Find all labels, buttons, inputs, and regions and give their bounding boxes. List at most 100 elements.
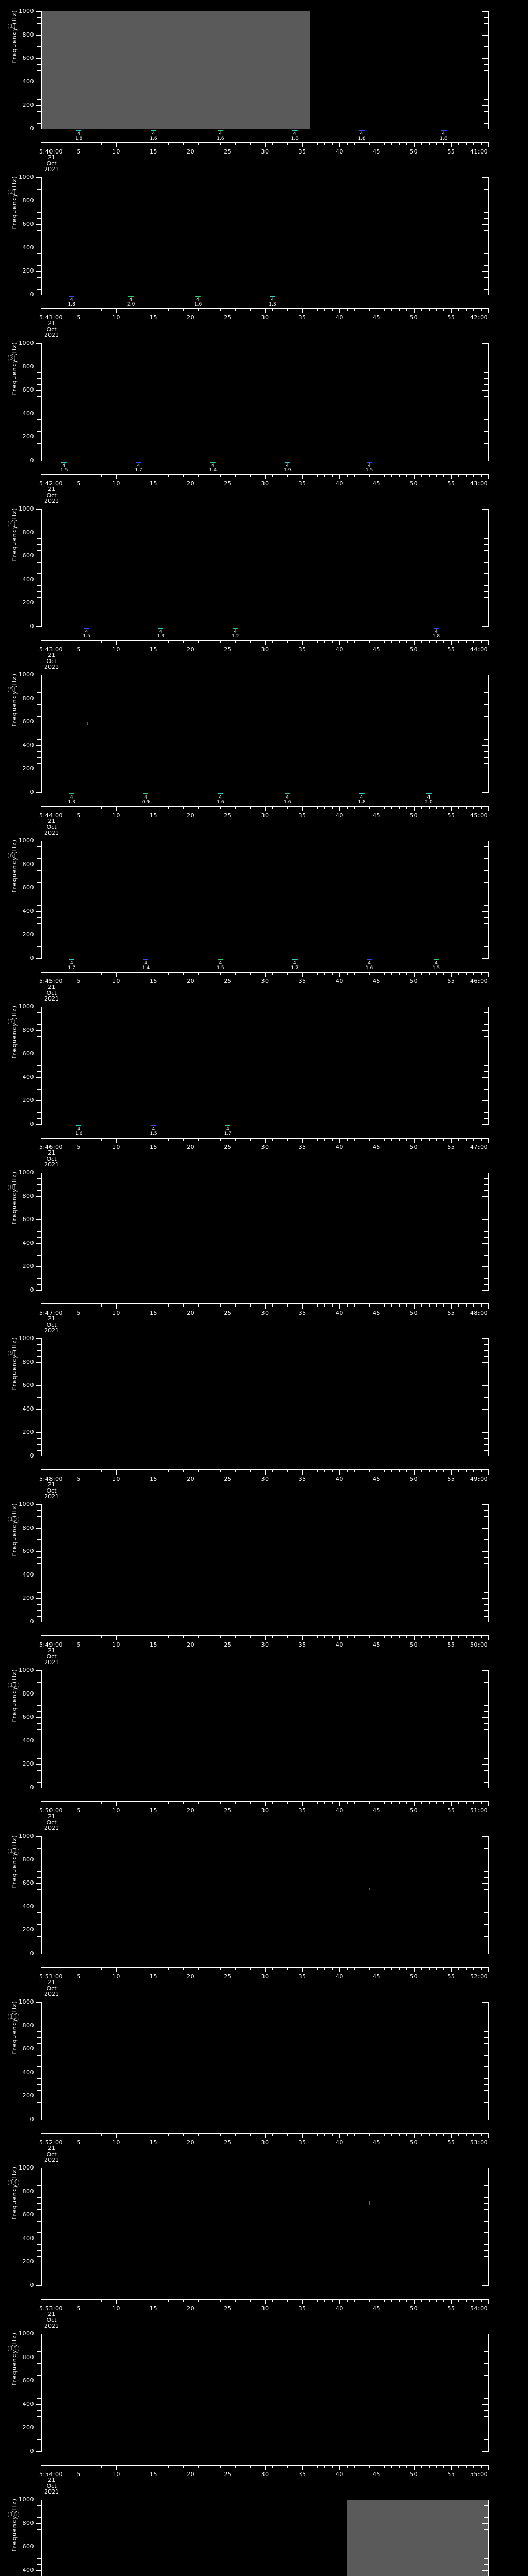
x-tick (391, 2299, 392, 2302)
x-tick (421, 474, 422, 477)
y-tick-label: 600 (22, 2543, 34, 2550)
x-tick (466, 474, 467, 477)
y-tick (37, 1705, 42, 1706)
x-tick (101, 1303, 102, 1307)
axis-date-label: 21 Oct 2021 (44, 818, 59, 836)
x-tick (458, 1967, 459, 1970)
x-tick-label: 55 (447, 1807, 455, 1814)
x-tick (466, 2299, 467, 2302)
x-tick (250, 1303, 251, 1307)
x-tick (473, 1635, 474, 1638)
y-tick-right (484, 1770, 488, 1771)
x-tick (332, 142, 333, 145)
x-tick (332, 2299, 333, 2302)
x-tick-label-start: 5:52:00 (39, 2139, 63, 2146)
x-tick (428, 1138, 430, 1141)
x-tick (414, 308, 415, 313)
x-tick (49, 1967, 50, 1970)
x-tick-label: 50 (410, 2139, 418, 2146)
y-tick (36, 1764, 42, 1765)
x-tick-label: 40 (335, 1476, 343, 1482)
x-tick-label-start: 5:47:00 (39, 1310, 63, 1316)
y-tick-label: 1000 (19, 8, 34, 14)
y-tick-right (484, 905, 488, 906)
y-tick (37, 218, 42, 219)
x-tick (443, 1635, 444, 1638)
x-tick (220, 1303, 221, 1307)
x-tick (414, 2465, 415, 2470)
x-tick (473, 1138, 474, 1141)
y-tick-label: 800 (22, 31, 34, 38)
x-tick-label: 45 (373, 812, 381, 819)
signal-blip (369, 1888, 371, 1890)
x-tick (436, 2133, 437, 2136)
x-tick (235, 1303, 236, 1307)
x-tick (116, 1138, 117, 1143)
x-tick (354, 1469, 355, 1472)
event-count: 4 (219, 131, 222, 137)
y-tick (37, 2037, 42, 2038)
x-tick (488, 972, 489, 977)
y-tick (36, 1290, 42, 1291)
x-tick (317, 972, 318, 975)
x-tick (220, 1469, 221, 1472)
event-magnitude: 1.7 (68, 965, 75, 971)
y-tick-label: 1000 (19, 1501, 34, 1507)
event-magnitude: 1.3 (157, 634, 165, 639)
x-tick-label: 15 (150, 646, 157, 653)
x-tick (235, 972, 236, 975)
x-tick (265, 806, 266, 811)
x-tick (116, 2299, 117, 2304)
x-tick-label: 45 (373, 1310, 381, 1316)
x-tick (451, 142, 452, 147)
x-tick (414, 1801, 415, 1806)
x-tick (116, 474, 117, 479)
x-tick-label: 50 (410, 314, 418, 321)
y-axis-right-spine (488, 1173, 489, 1291)
y-tick (37, 1112, 42, 1113)
x-tick (451, 2299, 452, 2304)
y-tick-label: 0 (30, 125, 34, 132)
x-tick (421, 1801, 422, 1804)
axis-date-label: 21 Oct 2021 (44, 652, 59, 670)
x-tick-label: 10 (112, 1973, 120, 1980)
y-tick (37, 396, 42, 397)
x-tick (332, 806, 333, 809)
event-magnitude: 1.8 (358, 136, 366, 141)
event-annotation: 4 1.9 (284, 462, 291, 473)
x-tick (488, 308, 489, 313)
x-tick (458, 2133, 459, 2136)
panel-number-label: (13) (7, 2013, 20, 2020)
x-tick-label: 30 (261, 1807, 269, 1814)
x-tick-label: 45 (373, 314, 381, 321)
y-tick-right (484, 1438, 488, 1439)
x-tick (346, 1469, 348, 1472)
axis-date-label: 21 Oct 2021 (44, 1647, 59, 1666)
y-tick-right (484, 716, 488, 717)
x-tick-label: 50 (410, 646, 418, 653)
x-tick (235, 142, 236, 145)
event-annotation: 4 1.8 (75, 130, 82, 141)
y-tick (36, 177, 42, 178)
y-tick-right (484, 2505, 488, 2506)
y-tick (37, 99, 42, 100)
x-tick (101, 2465, 102, 2468)
x-tick-label: 40 (335, 812, 343, 819)
event-annotation: 4 1.4 (142, 959, 150, 971)
x-tick-label-start: 5:46:00 (39, 1144, 63, 1150)
x-tick (317, 1469, 318, 1472)
x-tick (488, 1138, 489, 1143)
x-tick (101, 308, 102, 311)
y-tick (36, 1385, 42, 1386)
x-tick-label: 25 (224, 1641, 232, 1648)
y-tick-right (482, 1432, 488, 1433)
x-tick (436, 1635, 437, 1638)
y-tick (37, 1284, 42, 1285)
x-tick-label: 40 (335, 1310, 343, 1316)
x-tick (399, 2133, 400, 2136)
x-tick (428, 640, 430, 643)
axis-date-label: 21 Oct 2021 (44, 1979, 59, 1997)
x-tick-label: 30 (261, 1144, 269, 1150)
x-tick (198, 1635, 199, 1638)
event-magnitude: 1.7 (224, 1131, 232, 1137)
